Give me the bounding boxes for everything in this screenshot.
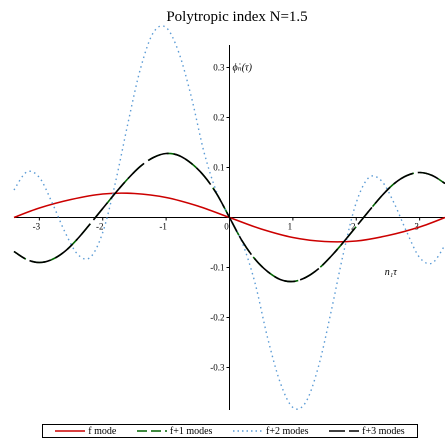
axes [14, 45, 445, 410]
x-tick-label: -2 [96, 222, 104, 232]
legend: f mode f+1 modes f+2 modes f+3 modes [42, 424, 418, 438]
y-ticks: -0.3 -0.2 -0.1 0.1 0.2 0.3 [210, 63, 230, 373]
legend-item-2: f+1 modes [136, 425, 213, 437]
y-tick-label: -0.3 [210, 363, 225, 373]
legend-swatch [136, 430, 167, 432]
legend-label: f+3 modes [362, 425, 405, 437]
x-tick-label: 0 [224, 222, 229, 232]
series-line-3 [13, 25, 445, 410]
legend-swatch [55, 430, 86, 432]
legend-item-1: f mode [55, 426, 116, 437]
legend-label: f+1 modes [169, 425, 213, 437]
y-tick-label: 0.1 [213, 163, 224, 173]
y-tick-label: 0.3 [213, 63, 225, 73]
y-tick-label: -0.1 [210, 263, 224, 273]
y-tick-label: 0.2 [213, 113, 224, 123]
y-tick-label: -0.2 [210, 313, 224, 323]
legend-swatch [329, 430, 360, 432]
x-tick-label: -3 [33, 222, 41, 232]
x-ticks: -3 -2 -1 0 1 2 3 [33, 217, 421, 232]
x-tick-label: -1 [159, 222, 167, 232]
legend-label: f+2 modes [265, 425, 309, 437]
legend-swatch [232, 430, 263, 432]
y-axis-label: ϕ̇ₙ(τ) [233, 63, 253, 74]
series-line-4 [13, 152, 445, 283]
series-group [13, 25, 445, 410]
x-tick-label: 2 [351, 222, 356, 232]
legend-item-3: f+2 modes [232, 425, 309, 437]
x-tick-label: 1 [288, 222, 293, 232]
legend-label: f mode [88, 425, 117, 437]
chart-title: Polytropic index N=1.5 [166, 9, 307, 25]
x-axis-label: n₁τ [385, 267, 397, 278]
legend-item-4: f+3 modes [329, 426, 405, 437]
x-tick-label: 3 [414, 222, 419, 232]
